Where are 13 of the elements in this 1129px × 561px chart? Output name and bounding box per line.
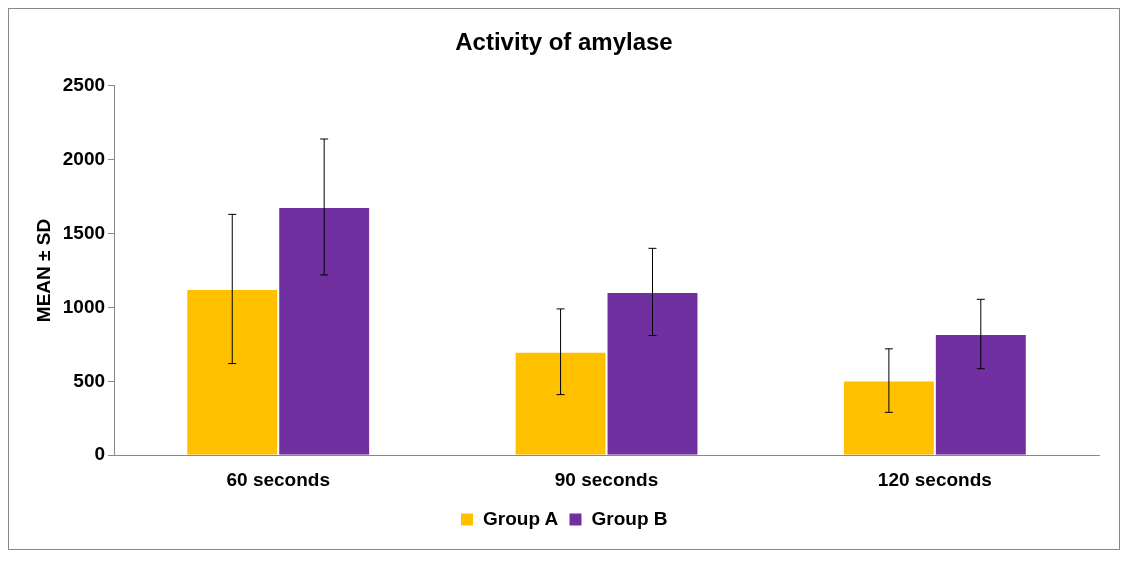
y-tick-label: 500 (73, 369, 106, 391)
legend-label: Group B (591, 507, 668, 529)
x-tick-label: 120 seconds (877, 468, 992, 490)
y-tick-label: 1000 (62, 295, 106, 317)
y-axis-title: MEAN ± SD (32, 218, 54, 323)
legend-label: Group A (483, 507, 559, 529)
y-tick-label: 1500 (62, 221, 106, 243)
x-tick-label: 60 seconds (226, 468, 330, 490)
chart-title: Activity of amylase (455, 28, 673, 56)
x-tick-label: 90 seconds (554, 468, 659, 490)
y-tick-label: 0 (94, 443, 106, 465)
y-tick-label: 2500 (62, 74, 106, 96)
y-tick-label: 2000 (62, 147, 106, 169)
